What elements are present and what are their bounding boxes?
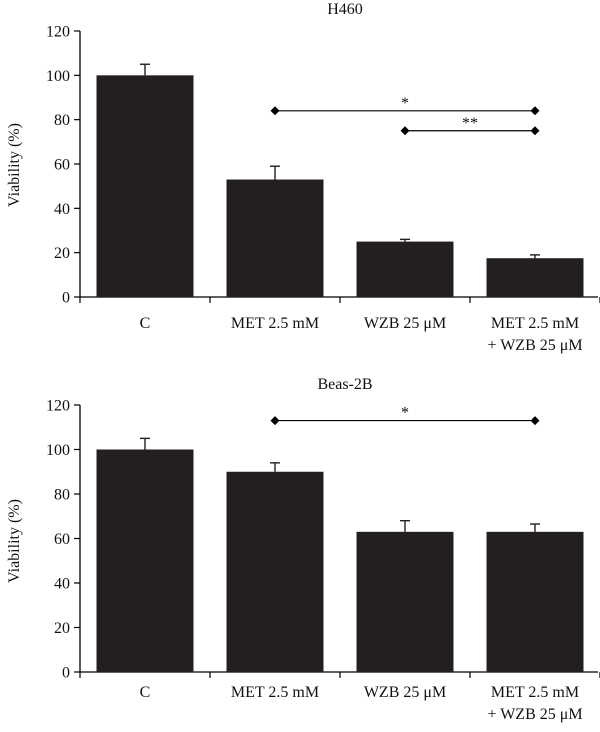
significance-marker: [530, 106, 540, 116]
category-label: MET 2.5 mM: [491, 684, 579, 701]
bars: [96, 449, 584, 672]
y-tick-label: 20: [54, 620, 70, 637]
category-labels: C MET 2.5 mM WZB 25 μM MET 2.5 mM + WZB 25 μ…: [140, 315, 583, 354]
category-label: + WZB 25 μM: [487, 706, 582, 723]
significance-label: *: [401, 95, 409, 112]
category-label: + WZB 25 μM: [487, 337, 582, 354]
bar: [96, 75, 194, 297]
category-label: MET 2.5 mM: [231, 315, 319, 332]
y-tick-label: 100: [46, 68, 70, 85]
y-axis-label: Viability (%): [6, 499, 23, 583]
y-ticks: 0 20 40 60 80 100 120: [46, 24, 80, 307]
category-label: C: [140, 315, 151, 332]
significance-marker: [270, 416, 280, 426]
chart-title: Beas-2B: [317, 376, 372, 393]
bar: [226, 471, 324, 672]
significance-marker: [400, 126, 410, 136]
category-label: MET 2.5 mM: [491, 315, 579, 332]
y-ticks: 0 20 40 60 80 100 120: [46, 398, 80, 682]
y-tick-label: 100: [46, 442, 70, 459]
bar: [486, 531, 584, 672]
y-tick-label: 120: [46, 398, 70, 415]
y-tick-label: 80: [54, 487, 70, 504]
y-tick-label: 0: [62, 290, 70, 307]
y-tick-label: 40: [54, 201, 70, 218]
y-tick-label: 40: [54, 576, 70, 593]
bar: [356, 241, 454, 297]
y-tick-label: 80: [54, 112, 70, 129]
significance-marker: [530, 126, 540, 136]
bar: [356, 531, 454, 672]
bar: [486, 258, 584, 297]
y-tick-label: 60: [54, 531, 70, 548]
error-bars: [140, 437, 540, 532]
category-label: MET 2.5 mM: [231, 684, 319, 701]
significance-brackets: ***: [270, 95, 540, 136]
y-axis-label: Viability (%): [6, 123, 23, 207]
significance-marker: [270, 106, 280, 116]
y-tick-label: 20: [54, 245, 70, 262]
significance-brackets: *: [270, 405, 540, 426]
category-label: WZB 25 μM: [364, 684, 446, 701]
significance-label: **: [462, 115, 478, 132]
y-tick-label: 0: [62, 665, 70, 682]
y-tick-label: 60: [54, 157, 70, 174]
bar: [226, 179, 324, 297]
bar: [96, 449, 194, 672]
error-bars: [140, 63, 540, 259]
chart-title: H460: [327, 1, 363, 18]
significance-label: *: [401, 405, 409, 422]
category-labels: C MET 2.5 mM WZB 25 μM MET 2.5 mM + WZB 25 μ…: [140, 684, 583, 723]
category-label: WZB 25 μM: [364, 315, 446, 332]
category-label: C: [140, 684, 151, 701]
bars: [96, 75, 584, 297]
significance-marker: [530, 416, 540, 426]
y-tick-label: 120: [46, 24, 70, 41]
